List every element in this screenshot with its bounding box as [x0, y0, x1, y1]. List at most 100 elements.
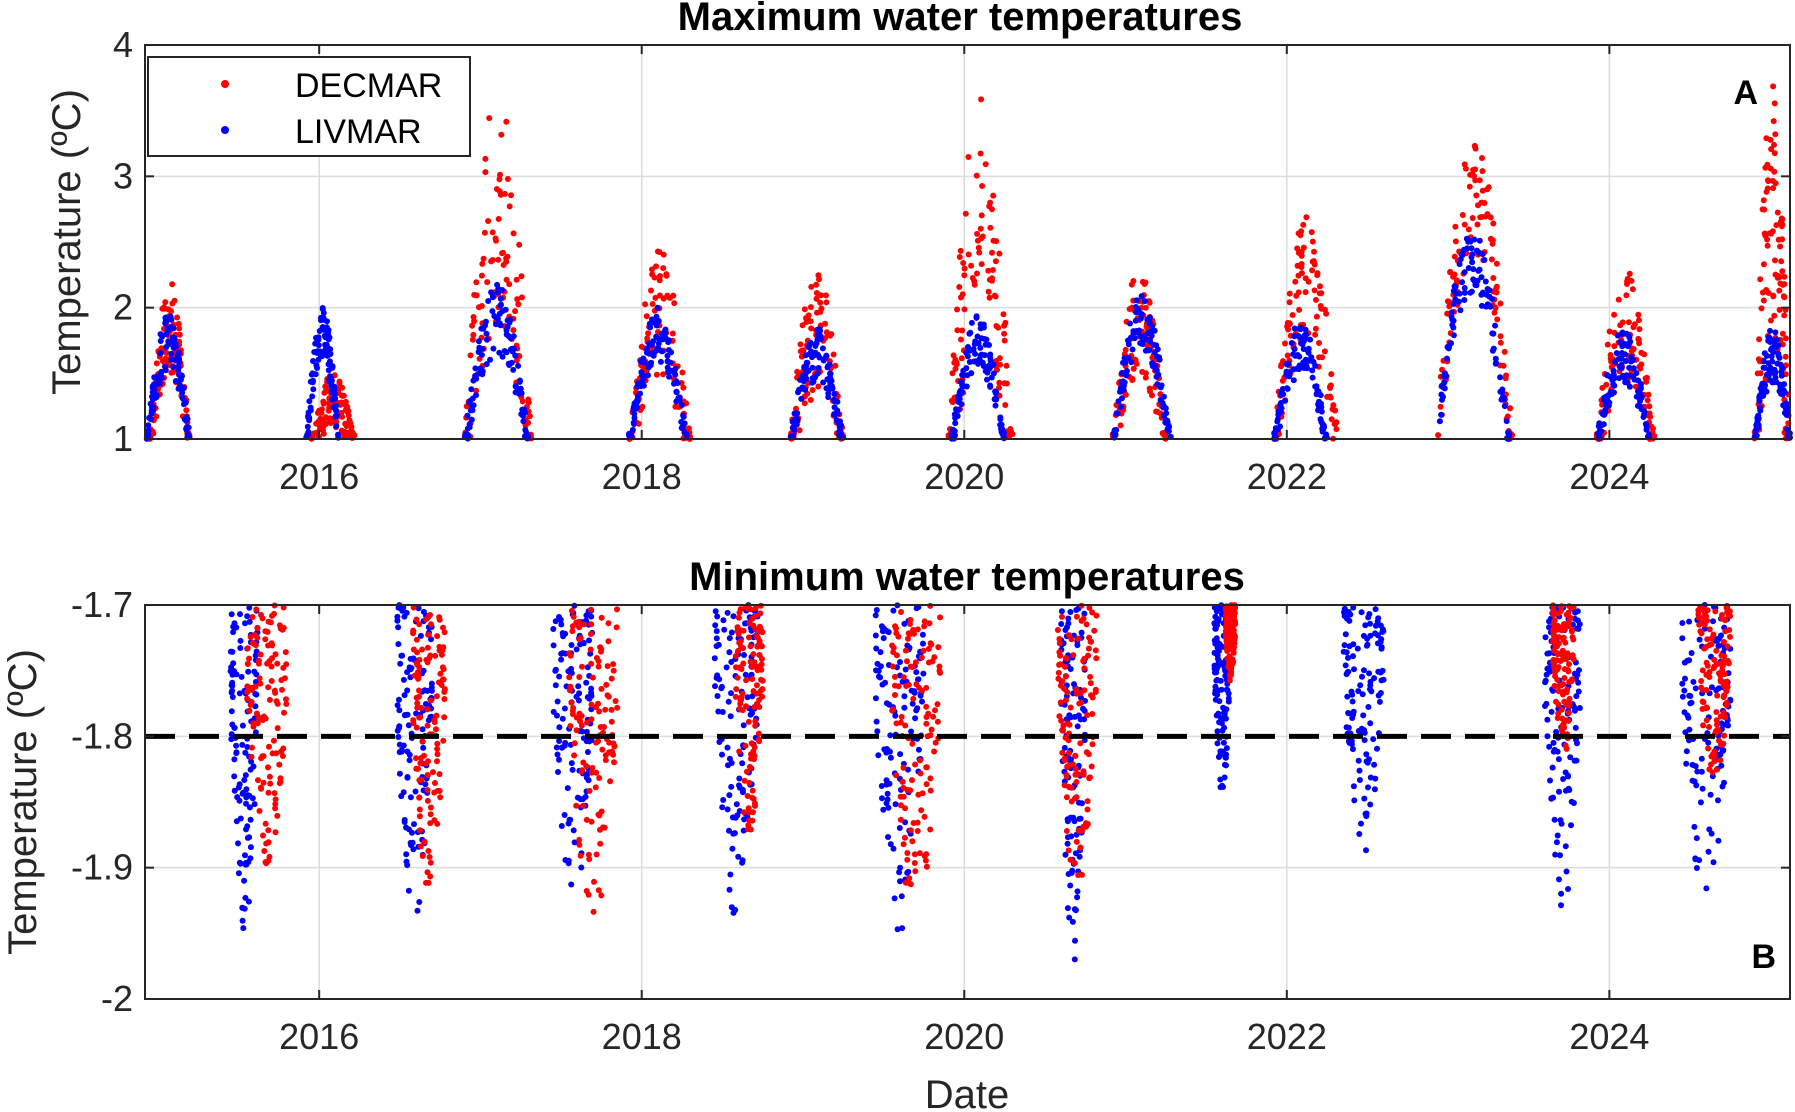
data-point-livmar — [883, 777, 890, 784]
data-point-decmar — [743, 768, 750, 775]
data-point-decmar — [586, 787, 593, 794]
data-point-decmar — [1713, 647, 1720, 654]
data-point-livmar — [1351, 666, 1357, 673]
data-point-decmar — [1629, 286, 1636, 293]
data-point-decmar — [1226, 677, 1233, 684]
data-point-decmar — [973, 172, 980, 179]
data-point-livmar — [744, 694, 751, 701]
data-point-decmar — [601, 824, 608, 831]
data-point-livmar — [1280, 391, 1287, 398]
data-point-livmar — [1693, 835, 1700, 842]
data-point-decmar — [1066, 750, 1072, 756]
data-point-livmar — [400, 676, 407, 683]
data-point-livmar — [483, 330, 490, 337]
data-point-decmar — [653, 371, 660, 378]
data-point-decmar — [1698, 678, 1705, 684]
data-point-decmar — [907, 881, 914, 888]
data-point-livmar — [1555, 756, 1562, 763]
data-point-livmar — [1344, 693, 1351, 700]
data-point-decmar — [934, 701, 941, 708]
data-point-decmar — [906, 875, 913, 882]
data-point-decmar — [1278, 363, 1284, 370]
data-point-livmar — [228, 682, 235, 689]
data-point-livmar — [1546, 650, 1553, 657]
data-point-decmar — [605, 620, 612, 627]
data-point-livmar — [556, 756, 562, 763]
data-point-decmar — [1721, 682, 1728, 688]
data-point-livmar — [1506, 430, 1512, 437]
data-point-livmar — [1277, 403, 1284, 410]
data-point-decmar — [737, 638, 744, 645]
data-point-livmar — [724, 609, 731, 616]
data-point-livmar — [306, 398, 313, 405]
data-point-decmar — [755, 730, 762, 737]
data-point-decmar — [750, 795, 757, 802]
data-point-decmar — [1318, 290, 1325, 297]
data-point-decmar — [1623, 292, 1630, 299]
data-point-livmar — [1128, 359, 1135, 366]
data-point-livmar — [1356, 831, 1363, 837]
data-point-livmar — [165, 326, 172, 333]
data-point-decmar — [990, 237, 997, 244]
data-point-decmar — [807, 318, 814, 325]
data-point-decmar — [482, 169, 489, 176]
data-point-decmar — [1551, 664, 1558, 671]
data-point-decmar — [515, 301, 522, 308]
data-point-livmar — [712, 608, 719, 615]
data-point-decmar — [471, 318, 478, 325]
data-point-decmar — [593, 851, 600, 858]
data-point-livmar — [728, 760, 735, 766]
data-point-decmar — [272, 829, 279, 836]
data-point-decmar — [612, 698, 619, 704]
data-point-livmar — [1550, 687, 1556, 694]
data-point-livmar — [1549, 764, 1556, 771]
data-point-livmar — [1222, 672, 1229, 679]
data-point-decmar — [573, 727, 580, 734]
data-point-decmar — [254, 720, 261, 727]
data-point-livmar — [1550, 794, 1557, 801]
data-point-livmar — [1350, 783, 1357, 790]
data-point-livmar — [1312, 362, 1319, 369]
data-point-livmar — [1679, 680, 1686, 687]
data-point-livmar — [501, 348, 508, 354]
panel-a: Maximum water temperatures 2016 2018 2020 2… — [45, 0, 1793, 497]
data-point-decmar — [1757, 276, 1764, 283]
data-point-decmar — [1782, 353, 1789, 360]
data-point-livmar — [897, 864, 904, 871]
data-point-livmar — [1554, 832, 1561, 839]
data-point-livmar — [728, 690, 734, 697]
data-point-decmar — [1472, 177, 1479, 184]
data-point-livmar — [1066, 712, 1073, 719]
legend-marker-decmar — [221, 80, 229, 88]
data-point-decmar — [1305, 278, 1312, 285]
data-point-decmar — [1081, 655, 1088, 662]
data-point-decmar — [1142, 304, 1149, 311]
data-point-decmar — [1636, 326, 1643, 333]
data-point-decmar — [808, 283, 815, 290]
data-point-decmar — [424, 772, 431, 779]
data-point-decmar — [1554, 650, 1561, 657]
data-point-livmar — [1457, 307, 1464, 314]
data-point-decmar — [588, 818, 595, 825]
data-point-decmar — [577, 635, 584, 642]
data-point-livmar — [242, 772, 249, 779]
data-point-decmar — [1703, 613, 1710, 620]
data-point-decmar — [342, 420, 349, 427]
data-point-livmar — [1318, 408, 1325, 415]
data-point-decmar — [1561, 675, 1568, 681]
data-point-livmar — [1440, 384, 1447, 391]
data-point-decmar — [742, 742, 749, 749]
data-point-decmar — [893, 772, 900, 779]
data-point-decmar — [258, 611, 264, 618]
data-point-livmar — [407, 794, 414, 801]
data-point-decmar — [1142, 374, 1149, 381]
data-point-livmar — [1081, 610, 1088, 617]
data-point-livmar — [633, 399, 640, 406]
data-point-livmar — [404, 669, 411, 676]
data-point-livmar — [901, 693, 908, 700]
data-point-decmar — [1706, 626, 1713, 633]
data-point-decmar — [1552, 623, 1559, 630]
data-point-decmar — [488, 258, 495, 265]
data-point-livmar — [1553, 728, 1560, 735]
data-point-decmar — [1317, 283, 1323, 290]
